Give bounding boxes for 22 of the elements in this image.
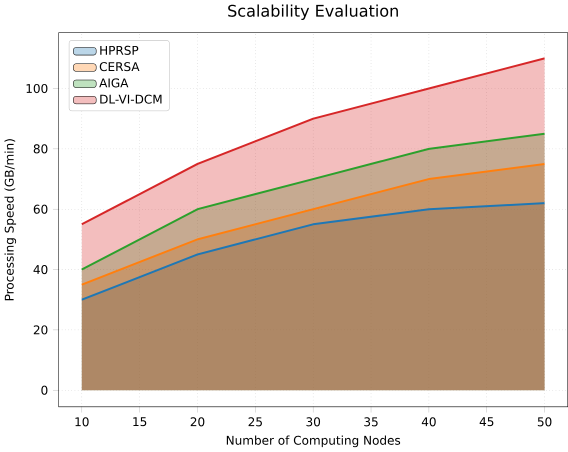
x-tick-label: 35 xyxy=(364,417,378,427)
chart-title: Scalability Evaluation xyxy=(228,4,398,20)
x-tick-label: 10 xyxy=(75,417,89,427)
x-tick-label: 50 xyxy=(538,417,552,427)
y-axis-title: Processing Speed (GB/min) xyxy=(4,139,16,300)
y-tick-label: 20 xyxy=(34,326,48,335)
x-axis-title: Number of Computing Nodes xyxy=(226,436,400,448)
x-tick-label: 20 xyxy=(190,417,204,427)
legend-label: HPRSP xyxy=(100,46,138,56)
legend-label: AIGA xyxy=(99,78,128,88)
x-tick-label: 40 xyxy=(422,417,436,427)
x-tick-label: 15 xyxy=(133,417,146,426)
y-tick-label: 0 xyxy=(41,386,48,395)
y-tick-label: 80 xyxy=(34,144,48,154)
legend-label: CERSA xyxy=(100,62,140,72)
y-tick-label: 100 xyxy=(26,84,48,94)
x-tick-label: 45 xyxy=(480,417,494,426)
x-tick-label: 25 xyxy=(248,417,262,427)
y-tick-label: 60 xyxy=(34,204,48,214)
y-tick-label: 40 xyxy=(34,265,48,274)
x-tick-label: 30 xyxy=(306,417,320,427)
legend-label: DL-VI-DCM xyxy=(100,94,162,104)
